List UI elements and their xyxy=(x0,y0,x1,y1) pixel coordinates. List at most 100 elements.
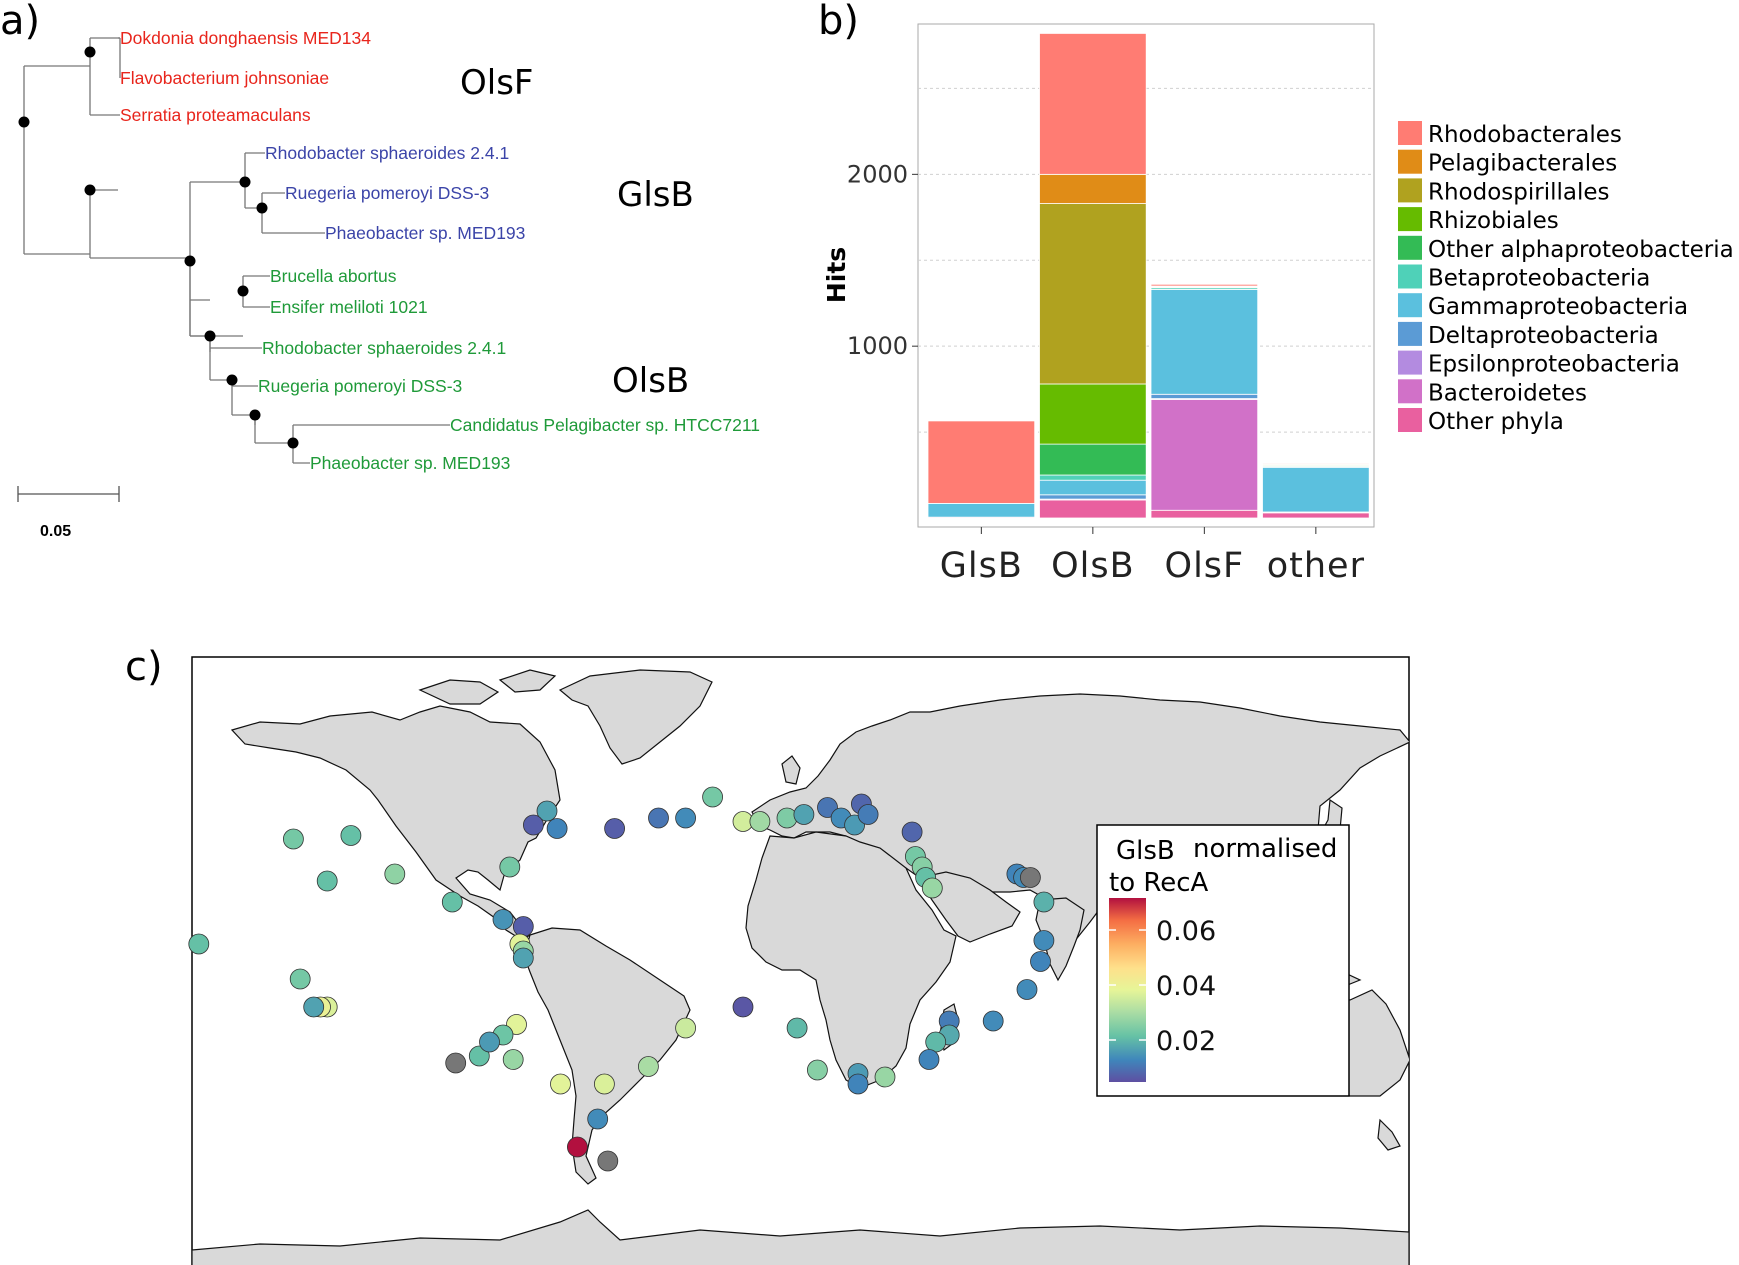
taxon-label: Phaeobacter sp. MED193 xyxy=(325,223,525,243)
new-zealand-landmass xyxy=(1377,1118,1401,1151)
sampling-site xyxy=(594,1073,615,1095)
legend-label: Rhizobiales xyxy=(1428,208,1559,234)
map-sites xyxy=(188,786,1055,1172)
sampling-site xyxy=(786,1017,808,1039)
bar-segment-OlsB-gammaproteobacteria xyxy=(1039,479,1147,496)
colorbar-tick-0.02: 0.02 xyxy=(1156,1026,1216,1057)
bar-segment-OlsB-rhodobacterales xyxy=(1039,33,1147,175)
colorbar-title-gene: GlsB xyxy=(1116,836,1175,866)
sampling-site xyxy=(648,807,669,829)
taxon-label: Ensifer meliloti 1021 xyxy=(270,297,428,317)
taxon-label: Ruegeria pomeroyi DSS-3 xyxy=(258,376,462,396)
legend-swatch xyxy=(1398,235,1422,260)
sampling-site xyxy=(675,807,696,829)
bar-segment-OlsF-deltaproteobacteria xyxy=(1150,393,1259,399)
bar-segment-OlsF-other-phyla xyxy=(1150,509,1259,519)
sampling-site xyxy=(587,1108,609,1130)
sampling-site xyxy=(523,814,544,836)
sampling-site xyxy=(776,807,798,829)
sampling-site xyxy=(675,1017,696,1039)
legend-swatch xyxy=(1398,408,1422,432)
sampling-site xyxy=(847,1073,869,1095)
taxon-label: Phaeobacter sp. MED193 xyxy=(310,453,510,473)
scale-bar: 0.05 xyxy=(17,486,120,540)
bar-segment-OlsB-other-phyla xyxy=(1039,499,1147,519)
south-america-landmass xyxy=(523,927,691,1185)
panel-b-label: b) xyxy=(818,0,859,44)
sampling-site xyxy=(384,863,406,885)
taxon-label: Dokdonia donghaensis MED134 xyxy=(120,28,371,48)
bar-segment-OlsB-rhizobiales xyxy=(1039,383,1147,445)
colorbar-legend: GlsB normalised to RecA 0.06 0.04 0.02 xyxy=(1096,824,1350,1097)
sampling-site xyxy=(749,811,771,832)
sampling-site xyxy=(793,804,815,825)
uk-landmass xyxy=(781,755,801,785)
x-tick-label-glsb: GlsB xyxy=(940,546,1023,586)
bar-segment-OlsF-rhodobacterales xyxy=(1150,283,1259,287)
tree-node xyxy=(204,330,216,342)
sampling-site xyxy=(1030,951,1051,972)
sampling-site xyxy=(550,1073,571,1095)
taxon-label: Candidatus Pelagibacter sp. HTCC7211 xyxy=(450,415,760,435)
sampling-site xyxy=(901,821,923,843)
legend-label: Deltaproteobacteria xyxy=(1428,323,1659,349)
x-tick-label-olsb: OlsB xyxy=(1051,546,1135,586)
sampling-site xyxy=(807,1059,828,1081)
sampling-site xyxy=(918,1049,940,1070)
x-tick-label-olsf: OlsF xyxy=(1165,546,1245,586)
legend-label: Other alphaproteobacteria xyxy=(1428,237,1734,263)
legend-swatch xyxy=(1398,321,1422,346)
sampling-site xyxy=(316,870,338,892)
bar-segment-OlsB-pelagibacterales xyxy=(1039,173,1147,204)
sampling-site xyxy=(982,1010,1004,1032)
y-axis-ticks: 1000 2000 xyxy=(847,160,918,360)
tree-taxa: Dokdonia donghaensis MED134 Flavobacteriu… xyxy=(120,28,760,473)
y-tick-label: 1000 xyxy=(847,332,908,360)
legend-label: Pelagibacterales xyxy=(1428,151,1617,177)
sampling-site xyxy=(1020,867,1041,888)
bar-segment-OlsB-other-alphaproteobacteria xyxy=(1039,443,1147,476)
panel-a-label: a) xyxy=(0,0,40,44)
gene-label-olsf: OlsF xyxy=(460,63,533,103)
sampling-site xyxy=(874,1066,896,1088)
legend-swatch xyxy=(1398,149,1422,174)
tree-node xyxy=(256,202,268,214)
bar-segment-OlsB-deltaproteobacteria xyxy=(1039,494,1147,500)
tree-node xyxy=(84,184,96,196)
sampling-site xyxy=(921,877,943,899)
sampling-site xyxy=(512,916,534,937)
sampling-site xyxy=(445,1052,467,1074)
sampling-site xyxy=(1016,979,1038,1000)
sampling-site xyxy=(536,800,558,822)
panel-c-label: c) xyxy=(125,644,163,690)
legend-label: Bacteroidetes xyxy=(1428,380,1587,406)
bar-segment-other-other-phyla xyxy=(1262,512,1370,519)
tree-node xyxy=(226,374,238,386)
taxon-label: Serratia proteamaculans xyxy=(120,105,311,125)
sampling-site xyxy=(1033,930,1055,951)
colorbar-gradient xyxy=(1109,898,1146,1082)
bar-series xyxy=(927,33,1370,519)
legend-swatch xyxy=(1398,379,1422,404)
sampling-site xyxy=(499,856,521,878)
sampling-site xyxy=(340,825,362,846)
sampling-site xyxy=(303,996,325,1018)
arctic-islands xyxy=(418,669,557,705)
bar-segment-OlsF-gammaproteobacteria xyxy=(1150,289,1259,395)
tree-nodes xyxy=(18,46,299,449)
legend-label: Epsilonproteobacteria xyxy=(1428,352,1680,378)
sampling-site xyxy=(502,1049,524,1070)
legend-label: Other phyla xyxy=(1428,409,1564,435)
tree-node xyxy=(84,46,96,58)
tree-node xyxy=(237,285,249,297)
bar-segment-OlsB-rhodospirillales xyxy=(1039,203,1147,385)
sampling-site xyxy=(188,933,210,955)
legend-label: Rhodobacterales xyxy=(1428,122,1622,148)
bar-segment-other-rhodobacterales xyxy=(1262,462,1370,465)
arabia-landmass xyxy=(917,871,1021,943)
panel-a: a) xyxy=(0,0,760,540)
bar-segment-GlsB-gammaproteobacteria xyxy=(927,502,1036,518)
legend-swatch xyxy=(1398,293,1422,318)
sampling-site xyxy=(441,891,463,913)
